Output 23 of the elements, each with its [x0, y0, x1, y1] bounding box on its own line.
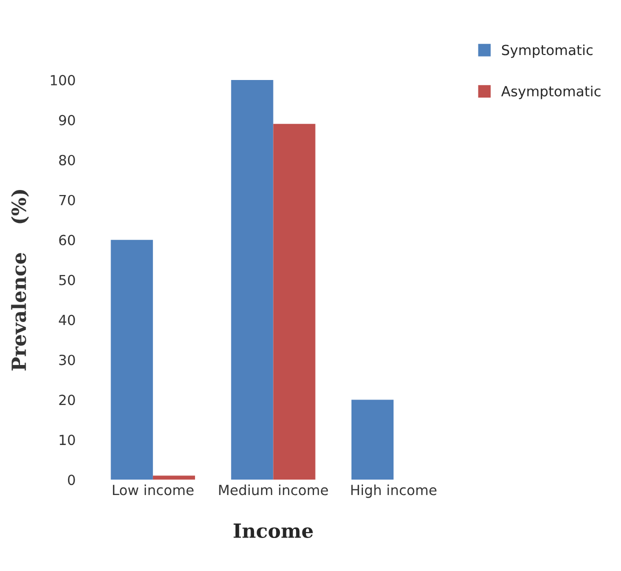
y-tick-label: 80 — [59, 154, 75, 166]
bar — [110, 240, 153, 480]
x-axis-title: Income — [234, 524, 313, 538]
x-tick-label: Medium income — [219, 484, 328, 496]
y-tick-label: 100 — [50, 74, 75, 86]
bar — [273, 124, 316, 480]
y-tick-label: 10 — [60, 434, 75, 446]
y-tick-label: 50 — [59, 274, 75, 286]
y-tick-label: 40 — [58, 314, 75, 326]
y-axis-title: Prevalence (%) — [11, 190, 29, 370]
legend-label: Symptomatic — [502, 44, 593, 58]
y-tick-label: 20 — [59, 394, 75, 406]
y-tick-label: 30 — [59, 354, 75, 366]
x-tick-label: Low income — [112, 484, 194, 496]
y-tick-label: 70 — [59, 194, 75, 206]
y-tick-label: 60 — [59, 234, 75, 246]
y-tick-label: 0 — [68, 474, 75, 486]
y-tick-label: 90 — [59, 114, 75, 126]
bar — [152, 476, 196, 480]
bar — [351, 400, 394, 480]
bar — [231, 80, 274, 480]
legend-label: Asymptomatic — [501, 86, 600, 100]
x-tick-label: High income — [351, 484, 436, 498]
